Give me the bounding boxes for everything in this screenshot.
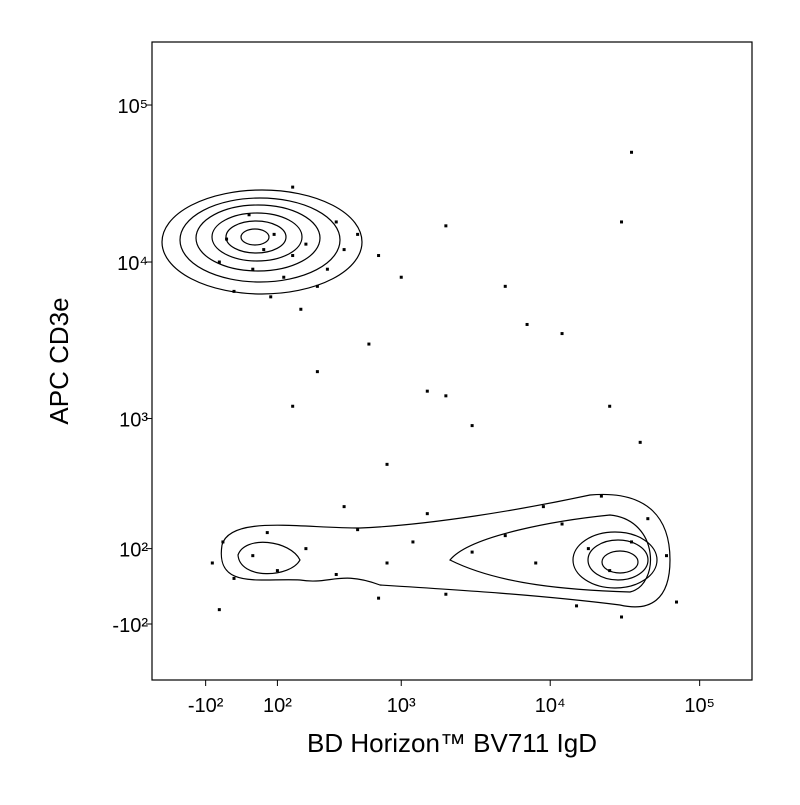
event-dot xyxy=(586,547,590,551)
plot-frame xyxy=(151,41,753,681)
x-tick-label: 10⁵ xyxy=(684,695,715,717)
event-dot xyxy=(665,554,669,558)
event-dot xyxy=(425,389,429,393)
event-dot xyxy=(304,547,308,551)
event-dot xyxy=(575,604,579,608)
event-dot xyxy=(470,424,474,428)
event-dot xyxy=(325,267,329,271)
event-dot xyxy=(356,232,360,236)
event-dot xyxy=(225,237,229,241)
event-dot xyxy=(608,569,612,573)
event-dot xyxy=(385,561,389,565)
event-dot xyxy=(251,267,255,271)
contour xyxy=(220,493,671,608)
event-dot xyxy=(315,370,319,374)
event-dot xyxy=(342,248,346,252)
event-dot xyxy=(503,284,507,288)
event-dot xyxy=(608,404,612,408)
event-dot xyxy=(269,295,273,299)
event-dot xyxy=(299,307,303,311)
event-dot xyxy=(210,561,214,565)
x-tick-label: -10² xyxy=(188,695,224,717)
contour xyxy=(572,531,658,589)
event-dot xyxy=(251,554,255,558)
event-dot xyxy=(470,550,474,554)
contour xyxy=(601,550,639,574)
contour xyxy=(195,204,321,272)
event-dot xyxy=(444,592,448,596)
event-dot xyxy=(367,342,371,346)
event-dot xyxy=(630,540,634,544)
contour xyxy=(587,539,649,581)
event-dot xyxy=(638,440,642,444)
y-tick-label: -10² xyxy=(112,615,148,637)
event-dot xyxy=(315,284,319,288)
event-dot xyxy=(232,576,236,580)
contour xyxy=(179,197,341,283)
event-dot xyxy=(377,254,381,258)
event-dot xyxy=(525,322,529,326)
event-dot xyxy=(646,517,650,521)
event-dot xyxy=(291,254,295,258)
event-dot xyxy=(541,505,545,509)
event-dot xyxy=(262,248,266,252)
event-dot xyxy=(272,232,276,236)
x-axis-label: BD Horizon™ BV711 IgD xyxy=(307,728,597,758)
event-dot xyxy=(399,275,403,279)
event-dot xyxy=(217,260,221,264)
event-dot xyxy=(425,512,429,516)
x-tick-label: 10⁴ xyxy=(535,695,566,717)
event-dot xyxy=(675,600,679,604)
contour xyxy=(225,220,287,254)
event-dot xyxy=(444,394,448,398)
y-axis-label: APC CD3e xyxy=(44,297,74,424)
event-dot xyxy=(221,540,225,544)
event-dot xyxy=(385,462,389,466)
event-dot xyxy=(291,185,295,189)
event-dot xyxy=(291,404,295,408)
event-dot xyxy=(282,275,286,279)
event-dot xyxy=(630,150,634,154)
y-tick-label: 10⁵ xyxy=(117,96,148,118)
contour xyxy=(240,228,270,246)
event-dot xyxy=(377,596,381,600)
event-dot xyxy=(356,528,360,532)
event-dot xyxy=(560,522,564,526)
event-dot xyxy=(620,615,624,619)
y-tick-label: 10³ xyxy=(119,410,148,432)
event-dot xyxy=(275,569,279,573)
event-dot xyxy=(265,531,269,535)
event-dot xyxy=(620,220,624,224)
event-dot xyxy=(232,289,236,293)
contour xyxy=(449,514,652,593)
event-dot xyxy=(534,561,538,565)
event-dot xyxy=(334,220,338,224)
x-tick-label: 10² xyxy=(263,695,292,717)
contour xyxy=(237,541,301,575)
event-dot xyxy=(444,224,448,228)
event-dot xyxy=(304,242,308,246)
event-dot xyxy=(560,332,564,336)
event-dot xyxy=(599,494,603,498)
y-tick-label: 10⁴ xyxy=(117,253,148,275)
contour xyxy=(211,212,303,262)
y-tick-label: 10² xyxy=(119,540,148,562)
contour xyxy=(161,189,363,295)
contours xyxy=(161,189,671,608)
event-dot xyxy=(217,608,221,612)
event-dot xyxy=(247,213,251,217)
event-dot xyxy=(503,534,507,538)
event-dot xyxy=(342,505,346,509)
event-dot xyxy=(411,540,415,544)
x-tick-label: 10³ xyxy=(387,695,416,717)
event-dot xyxy=(334,572,338,576)
